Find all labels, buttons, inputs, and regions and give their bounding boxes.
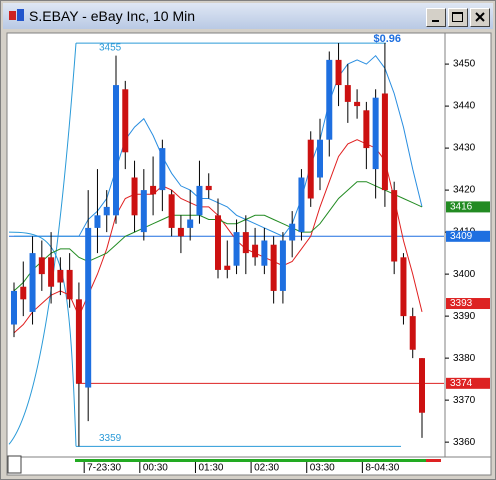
candle-body xyxy=(122,89,129,153)
range-bracket xyxy=(8,231,77,447)
price-marker-box xyxy=(446,298,490,310)
candle-body xyxy=(344,85,351,102)
candle-body xyxy=(205,185,212,191)
candle-body xyxy=(224,265,231,270)
candle-body xyxy=(317,139,323,178)
candle-body xyxy=(20,286,27,300)
range-change-label: $0.96 xyxy=(373,33,401,45)
candle-body xyxy=(307,139,314,199)
candle-body xyxy=(57,269,64,283)
candle-body xyxy=(261,240,268,266)
candle-body xyxy=(196,185,203,216)
candle-body xyxy=(419,358,425,413)
candle-body xyxy=(289,223,296,241)
candle-body xyxy=(140,190,147,233)
range-low-label: 3359 xyxy=(99,433,122,444)
y-tick-label: 3390 xyxy=(453,311,476,322)
candle-body xyxy=(298,177,305,233)
price-marker-box xyxy=(446,377,490,389)
candle-body xyxy=(215,215,221,270)
candle-body xyxy=(159,148,166,191)
candle-body xyxy=(363,110,370,149)
candle-body xyxy=(354,101,361,107)
price-marker-label: 3416 xyxy=(450,202,473,213)
range-bracket xyxy=(8,43,77,445)
x-tick-label: 7-23:30 xyxy=(87,463,121,474)
candle-body xyxy=(391,190,398,262)
candle-body xyxy=(29,253,36,312)
candle-body xyxy=(279,240,286,291)
candle-body xyxy=(372,97,379,170)
candle-body xyxy=(11,290,17,325)
x-tick-label: 00:30 xyxy=(143,463,168,474)
candle-body xyxy=(270,244,277,291)
app-icon xyxy=(9,9,24,21)
chart: 3360337033803390340034103420343034403450… xyxy=(6,32,492,476)
price-marker-box xyxy=(446,230,490,242)
y-tick-label: 3380 xyxy=(453,353,476,364)
candle-body xyxy=(187,219,194,228)
candle-body xyxy=(131,177,138,216)
price-marker-label: 3409 xyxy=(450,231,473,242)
candle-body xyxy=(252,244,259,258)
y-tick-label: 3450 xyxy=(453,59,476,70)
price-axis xyxy=(444,32,492,458)
candle-body xyxy=(381,93,388,191)
maximize-button[interactable] xyxy=(448,8,468,27)
time-range-end xyxy=(426,459,441,462)
candle-body xyxy=(85,227,92,388)
candle-body xyxy=(48,257,55,287)
candle-body xyxy=(168,194,175,228)
candle-body xyxy=(409,316,416,350)
price-marker-box xyxy=(446,201,490,213)
y-tick-label: 3400 xyxy=(453,269,476,280)
y-tick-label: 3430 xyxy=(453,143,476,154)
price-marker-label: 3374 xyxy=(450,378,473,389)
candle-body xyxy=(326,59,333,140)
time-range-bar xyxy=(75,459,426,462)
candle-body xyxy=(233,232,240,266)
candle-body xyxy=(400,257,407,317)
candle-body xyxy=(38,257,45,275)
plot-area xyxy=(6,32,446,458)
candle-body xyxy=(113,85,119,216)
close-button[interactable] xyxy=(470,8,490,27)
scroll-box[interactable] xyxy=(7,455,22,474)
x-tick-label: 03:30 xyxy=(310,463,335,474)
x-tick-label: 8-04:30 xyxy=(365,463,399,474)
x-tick-label: 02:30 xyxy=(254,463,279,474)
x-tick-label: 01:30 xyxy=(198,463,223,474)
candle-body xyxy=(66,269,73,300)
title-bar: S.EBAY - eBay Inc, 10 Min xyxy=(3,3,493,29)
y-tick-label: 3370 xyxy=(453,395,476,406)
y-tick-label: 3440 xyxy=(453,101,476,112)
window-title: S.EBAY - eBay Inc, 10 Min xyxy=(29,8,196,24)
range-high-label: 3455 xyxy=(99,43,122,54)
candle-body xyxy=(103,206,110,216)
y-tick-label: 3420 xyxy=(453,185,476,196)
candle-body xyxy=(75,299,82,384)
candle-body xyxy=(242,232,249,254)
candle-body xyxy=(335,59,342,86)
price-marker-label: 3393 xyxy=(450,298,473,309)
y-tick-label: 3360 xyxy=(453,437,476,448)
candle-body xyxy=(150,185,157,195)
minimize-button[interactable] xyxy=(426,8,446,27)
candle-body xyxy=(94,215,101,228)
candle-body xyxy=(177,227,184,237)
